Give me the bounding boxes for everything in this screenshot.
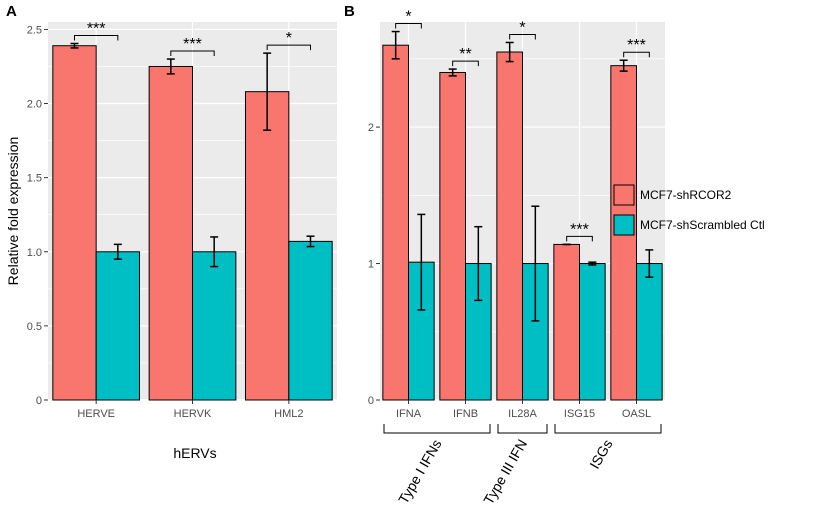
legend: MCF7-shRCOR2 MCF7-shScrambled Ctl bbox=[613, 184, 765, 236]
y-tick-label: 1.5 bbox=[27, 173, 42, 185]
x-tick-label: HML2 bbox=[274, 408, 303, 420]
significance-bracket bbox=[509, 33, 536, 40]
group-label: Type III IFN bbox=[480, 437, 530, 507]
bar bbox=[579, 263, 606, 401]
significance-bracket bbox=[452, 60, 479, 67]
x-tick-label: HERVE bbox=[77, 408, 115, 420]
x-tick-label: ISG15 bbox=[564, 408, 595, 420]
bar bbox=[52, 45, 97, 401]
y-tick-label: 0 bbox=[368, 395, 374, 407]
y-axis-title: Relative fold expression bbox=[5, 137, 21, 286]
legend-label-shscrambled: MCF7-shScrambled Ctl bbox=[640, 218, 765, 232]
panel-b-chart: 0 1 2 IFNA * IFNB ** IL28A * ISG15 *** OASL *** Type … bbox=[368, 9, 665, 507]
x-tick-label: IFNA bbox=[396, 408, 422, 420]
x-tick-label: IL28A bbox=[508, 408, 537, 420]
bar bbox=[553, 243, 580, 401]
significance-bracket bbox=[170, 50, 215, 57]
bar bbox=[496, 51, 524, 401]
y-tick-label: 1.0 bbox=[27, 247, 42, 259]
bar bbox=[439, 71, 467, 401]
significance-label: * bbox=[286, 30, 292, 47]
bar bbox=[95, 251, 141, 401]
y-tick-label: 1 bbox=[368, 259, 374, 271]
group-bracket bbox=[554, 424, 662, 434]
x-axis-title: hERVs bbox=[173, 445, 216, 461]
bar bbox=[148, 65, 193, 401]
group-label: Type I IFNs bbox=[395, 437, 445, 507]
significance-bracket bbox=[623, 51, 650, 58]
y-tick-label: 2.5 bbox=[27, 24, 42, 36]
panel-a-chart: 0 0.5 1.0 1.5 2.0 2.5 HERVE *** HERVK *** HML2 * hER… bbox=[5, 20, 337, 461]
significance-label: *** bbox=[183, 36, 202, 53]
significance-label: *** bbox=[627, 37, 646, 54]
bar bbox=[288, 240, 333, 401]
y-tick-label: 0.5 bbox=[27, 321, 42, 333]
significance-label: * bbox=[519, 19, 525, 36]
group-label: ISGs bbox=[586, 437, 615, 472]
group-bracket bbox=[497, 424, 548, 434]
group-bracket bbox=[383, 424, 491, 434]
bar bbox=[636, 263, 663, 401]
legend-swatch-shscrambled bbox=[613, 214, 635, 236]
bar bbox=[382, 44, 410, 401]
y-tick-label: 2.0 bbox=[27, 99, 42, 111]
bar bbox=[244, 91, 290, 401]
significance-label: ** bbox=[459, 46, 471, 63]
significance-label: * bbox=[405, 9, 411, 26]
x-tick-label: IFNB bbox=[453, 408, 478, 420]
legend-label-shrcor2: MCF7-shRCOR2 bbox=[640, 188, 732, 202]
legend-swatch-shrcor2 bbox=[613, 184, 635, 206]
significance-bracket bbox=[395, 23, 422, 29]
significance-bracket bbox=[73, 34, 119, 41]
significance-label: *** bbox=[570, 221, 589, 238]
bar bbox=[192, 251, 237, 401]
significance-bracket bbox=[566, 235, 593, 242]
x-tick-label: HERVK bbox=[174, 408, 212, 420]
x-tick-label: OASL bbox=[622, 408, 651, 420]
panel-b-letter: B bbox=[344, 3, 355, 20]
significance-bracket bbox=[266, 44, 312, 51]
significance-label: *** bbox=[87, 20, 106, 37]
panel-a-letter: A bbox=[6, 3, 17, 20]
y-tick-label: 2 bbox=[368, 122, 374, 134]
y-tick-label: 0 bbox=[36, 395, 42, 407]
